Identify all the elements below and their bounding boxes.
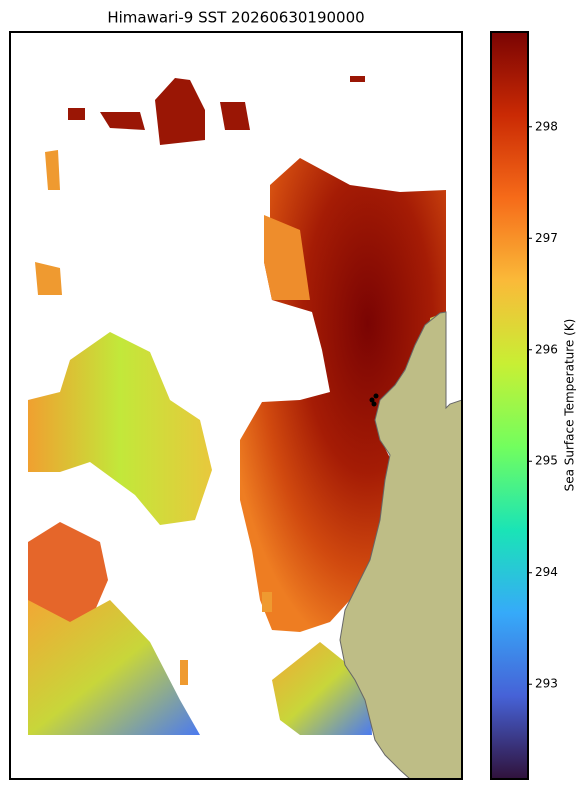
marker (373, 393, 379, 399)
colorbar-tick-label: 298 (535, 119, 558, 133)
sst-region (264, 215, 310, 300)
sst-region (28, 600, 200, 735)
sst-region (68, 76, 365, 145)
sst-region (28, 332, 212, 525)
land (339, 311, 462, 779)
colorbar-tick-label: 296 (535, 342, 558, 356)
colorbar-label: Sea Surface Temperature (K) (563, 319, 577, 492)
map-frame (9, 31, 463, 780)
marker (371, 401, 377, 407)
marker (369, 397, 375, 403)
colorbar-tick-label: 293 (535, 677, 558, 691)
colorbar-tick-label: 297 (535, 231, 558, 245)
colorbar-tick-label: 294 (535, 565, 558, 579)
colorbar-tick-label: 295 (535, 454, 558, 468)
map (28, 76, 462, 779)
colorbar: 293 294 295 296 297 298 (490, 31, 558, 780)
colorbar-ramp (490, 31, 529, 780)
map-title: Himawari-9 SST 20260630190000 (107, 9, 364, 27)
